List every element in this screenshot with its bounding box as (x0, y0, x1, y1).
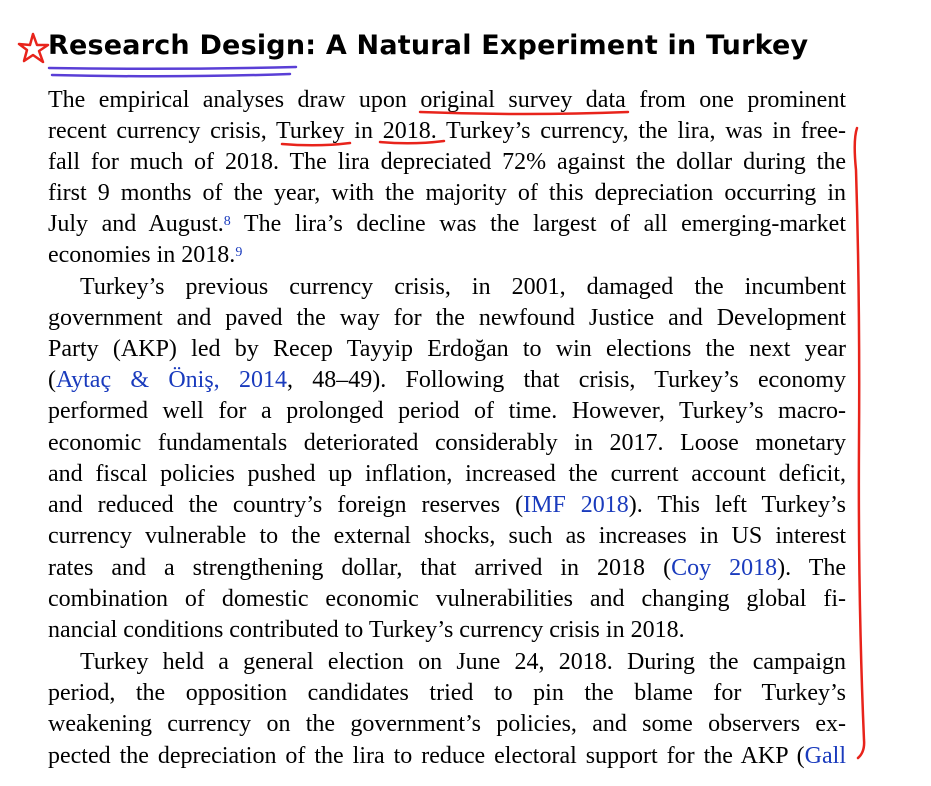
purple-underline-icon (47, 65, 298, 71)
text-line: economic fundamentals deteriorated consi… (48, 430, 846, 456)
text-line: recent currency crisis, Turkey in 2018. … (48, 118, 846, 144)
citation-imf[interactable]: IMF 2018 (523, 492, 629, 518)
heading-research-design: Research Design (48, 30, 306, 61)
text-line: nancial conditions contributed to Turkey… (48, 617, 685, 643)
text-line: The empirical analyses draw upon origina… (48, 87, 846, 113)
citation-coy[interactable]: Coy 2018 (671, 555, 778, 581)
text-line: fall for much of 2018. The lira deprecia… (48, 149, 846, 175)
text-line: period, the opposition candidates tried … (48, 680, 846, 706)
text-line: rates and a strengthening dollar, that a… (48, 555, 847, 581)
text-line: weakening currency on the government’s p… (48, 711, 846, 737)
text-line: economies in 2018.9 (48, 242, 243, 268)
section-heading: Research Design: A Natural Experiment in… (48, 30, 808, 61)
footnote-ref-8[interactable]: 8 (223, 214, 231, 229)
text-line: currency vulnerable to the external shoc… (48, 523, 846, 549)
text-line: Party (AKP) led by Recep Tayyip Erdoğan … (48, 336, 846, 362)
citation-gall[interactable]: Gall (804, 743, 846, 769)
text-line: Turkey held a general election on June 2… (80, 649, 846, 675)
text-line: performed well for a prolonged period of… (48, 398, 846, 424)
heading-subtitle: : A Natural Experiment in Turkey (305, 30, 809, 61)
text-line: pected the depreciation of the lira to r… (48, 743, 846, 769)
text-line: July and August.8 The lira’s decline was… (48, 211, 846, 237)
text-line: government and paved the way for the new… (48, 305, 846, 331)
text-line: combination of domestic economic vulnera… (48, 586, 846, 612)
text-line: Turkey’s previous currency crisis, in 20… (80, 274, 846, 300)
text-line: (Aytaç & Öniş, 2014, 48–49). Following t… (48, 367, 846, 393)
text-line: and fiscal policies pushed up inflation,… (48, 461, 846, 487)
footnote-ref-9[interactable]: 9 (235, 245, 243, 260)
star-annotation-icon (17, 32, 50, 64)
citation-aytac-onis[interactable]: Aytaç & Öniş, 2014 (56, 367, 287, 393)
text-line: and reduced the country’s foreign reserv… (48, 492, 846, 518)
text-line: first 9 months of the year, with the maj… (48, 180, 846, 206)
red-margin-bracket-icon (853, 126, 866, 760)
